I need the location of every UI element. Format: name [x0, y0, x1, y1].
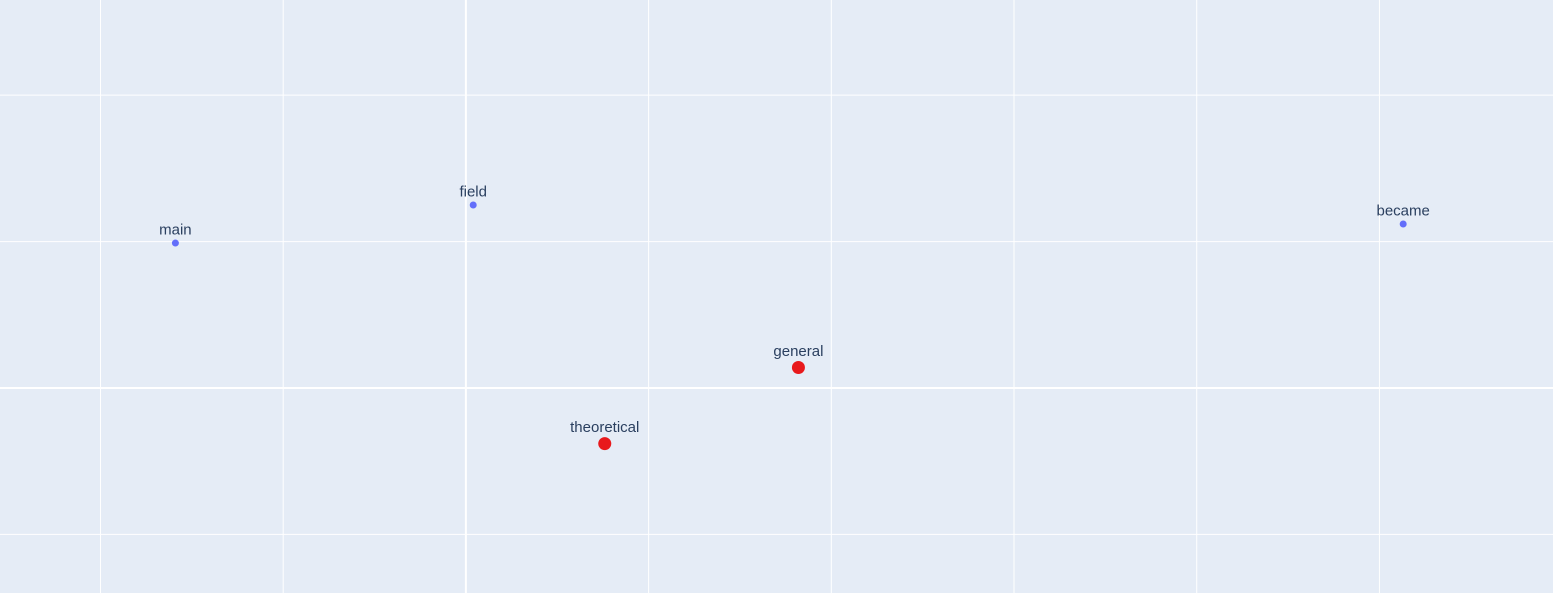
data-point[interactable]: [598, 437, 612, 451]
data-points: main field became theoretical general: [159, 183, 1430, 451]
data-point[interactable]: [469, 201, 477, 209]
point-label: general: [773, 343, 823, 360]
point-label: main: [159, 222, 192, 239]
data-point[interactable]: [791, 361, 805, 375]
data-point[interactable]: [1399, 220, 1407, 228]
point-label: became: [1376, 203, 1429, 220]
point-label: theoretical: [570, 419, 639, 436]
point-label: field: [459, 183, 487, 200]
data-point[interactable]: [171, 239, 179, 247]
